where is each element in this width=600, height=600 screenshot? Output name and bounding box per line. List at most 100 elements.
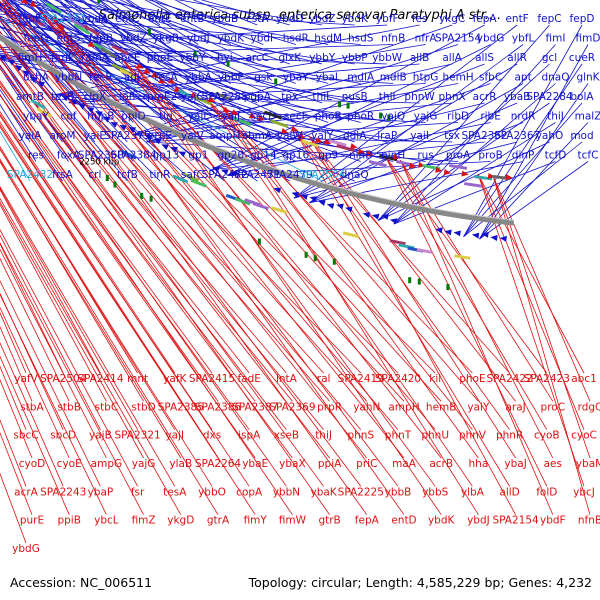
forward-gene-arrow[interactable]	[69, 96, 78, 105]
forward-feature-block[interactable]	[454, 254, 471, 260]
forward-gene-label[interactable]: yajQ	[381, 111, 405, 123]
reverse-gene-label[interactable]: fadE	[237, 373, 260, 385]
forward-gene-arrow[interactable]	[499, 235, 507, 242]
forward-gene-label[interactable]: hupB	[87, 111, 114, 123]
forward-gene-label[interactable]: dnaQ	[341, 169, 369, 181]
forward-gene-label[interactable]: ushA	[23, 72, 50, 84]
reverse-gene-label[interactable]: ybcL	[94, 515, 119, 527]
forward-gene-label[interactable]: iraP	[377, 130, 397, 142]
forward-gene-label[interactable]: fepG	[24, 33, 49, 45]
forward-gene-label[interactable]: ybbA	[185, 72, 213, 84]
forward-gene-label[interactable]: allB	[410, 52, 429, 64]
reverse-gene-arrow[interactable]	[487, 172, 496, 180]
forward-gene-arrow[interactable]	[326, 201, 335, 210]
reverse-feature-block[interactable]	[45, 1, 63, 15]
forward-gene-label[interactable]: bolA	[570, 91, 594, 103]
reverse-feature-block[interactable]	[111, 44, 129, 56]
reverse-gene-arrow[interactable]	[21, 0, 30, 7]
forward-gene-label[interactable]: tinR	[149, 169, 170, 181]
reverse-gene-label[interactable]: SPA2386	[195, 401, 242, 413]
reverse-gene-arrow[interactable]	[257, 114, 266, 123]
reverse-gene-arrow[interactable]	[366, 150, 374, 159]
forward-gene-arrow[interactable]	[273, 185, 282, 194]
reverse-gene-arrow[interactable]	[136, 62, 145, 71]
reverse-strand-track[interactable]	[0, 0, 513, 188]
forward-gene-arrow[interactable]	[94, 108, 103, 117]
forward-gene-arrow[interactable]	[453, 229, 461, 237]
forward-gene-label[interactable]: yaiL	[188, 111, 210, 123]
reverse-gene-label[interactable]: ybaK	[310, 486, 337, 498]
forward-gene-label[interactable]: apeE	[114, 52, 140, 64]
reverse-gene-label[interactable]: cyoD	[19, 458, 46, 470]
forward-gene-label[interactable]: hsdR	[283, 33, 309, 45]
reverse-gene-label[interactable]: ral	[317, 373, 331, 385]
forward-gene-label[interactable]: allA	[442, 52, 462, 64]
reverse-gene-label[interactable]: proC	[541, 401, 566, 413]
forward-gene-label[interactable]: yaiE	[84, 130, 106, 142]
forward-gene-label[interactable]: SPA2384	[110, 150, 157, 162]
forward-gene-arrow[interactable]	[109, 119, 118, 128]
forward-gene-arrow[interactable]	[344, 205, 353, 213]
reverse-feature-block[interactable]	[379, 154, 398, 162]
forward-gene-label[interactable]: dnaQ	[541, 72, 569, 84]
reverse-gene-label[interactable]: SPA2321	[114, 430, 160, 442]
forward-gene-label[interactable]: entF	[505, 13, 528, 25]
forward-gene-arrow[interactable]	[13, 63, 23, 72]
forward-gene-arrow[interactable]	[36, 79, 45, 88]
forward-gene-label[interactable]: gcl	[542, 52, 557, 64]
forward-feature-block[interactable]	[30, 98, 46, 110]
reverse-gene-label[interactable]: rdgC	[578, 401, 600, 413]
reverse-feature-block[interactable]	[263, 110, 282, 120]
reverse-gene-label[interactable]: aes	[544, 458, 562, 470]
reverse-gene-label[interactable]: SPA2264	[195, 458, 242, 470]
reverse-gene-arrow[interactable]	[57, 23, 66, 32]
reverse-gene-label[interactable]: SPA2414	[77, 373, 124, 385]
forward-gene-label[interactable]: ninB	[349, 150, 372, 162]
reverse-gene-label[interactable]: yafK	[163, 373, 187, 385]
forward-gene-label[interactable]: yaiI	[410, 130, 429, 142]
reverse-gene-label[interactable]: abc1	[571, 373, 597, 385]
forward-gene-label[interactable]: ampH	[209, 130, 240, 142]
forward-gene-label[interactable]: yahO	[536, 130, 564, 142]
forward-gene-label[interactable]: rpmE2	[143, 91, 178, 103]
forward-gene-label[interactable]: SPA2504	[299, 169, 346, 181]
forward-gene-label[interactable]: ybdK	[341, 13, 369, 25]
forward-gene-label[interactable]: thiJ	[547, 111, 564, 123]
reverse-gene-label[interactable]: ampH	[388, 401, 419, 413]
forward-gene-arrow[interactable]	[444, 228, 452, 236]
forward-gene-label[interactable]: ybdK	[218, 33, 246, 45]
forward-gene-label[interactable]: thiI	[379, 91, 396, 103]
reverse-gene-label[interactable]: phnV	[459, 430, 487, 442]
forward-gene-label[interactable]: proB	[478, 150, 502, 162]
reverse-feature-block[interactable]	[194, 95, 213, 106]
forward-gene-label[interactable]: SPA2285	[202, 91, 248, 103]
forward-gene-label[interactable]: hemH	[442, 72, 473, 84]
reverse-gene-arrow[interactable]	[222, 106, 232, 115]
reverse-gene-label[interactable]: copA	[236, 486, 263, 498]
forward-gene-label[interactable]: proA	[446, 150, 471, 162]
forward-gene-arrow[interactable]	[291, 190, 300, 198]
forward-gene-label[interactable]: nfnB	[381, 33, 405, 45]
forward-gene-label[interactable]: SPA2172	[39, 13, 85, 25]
forward-gene-label[interactable]: yajG	[414, 111, 438, 123]
reverse-gene-label[interactable]: fsr	[131, 486, 145, 498]
forward-gene-label[interactable]: tesB	[51, 91, 74, 103]
forward-gene-label[interactable]: prpE	[148, 130, 172, 142]
forward-gene-label[interactable]: gp14	[250, 150, 277, 162]
reverse-gene-label[interactable]: SPA2243	[40, 486, 86, 498]
forward-gene-label[interactable]: tcfC	[578, 150, 599, 162]
forward-gene-label[interactable]: recR	[89, 72, 113, 84]
forward-gene-label[interactable]: SPA2432	[7, 169, 53, 181]
reverse-gene-label[interactable]: ylbA	[461, 486, 485, 498]
reverse-gene-label[interactable]: intA	[276, 373, 298, 385]
reverse-gene-label[interactable]: entD	[391, 515, 416, 527]
reverse-gene-label[interactable]: phnR	[496, 430, 523, 442]
reverse-gene-arrow[interactable]	[151, 71, 160, 80]
reverse-gene-label[interactable]: nfnB	[578, 515, 600, 527]
reverse-gene-label[interactable]: gtrA	[207, 515, 230, 527]
forward-gene-label[interactable]: ribE	[480, 111, 501, 123]
forward-gene-arrow[interactable]	[317, 198, 326, 206]
reverse-feature-block[interactable]	[27, 14, 44, 27]
